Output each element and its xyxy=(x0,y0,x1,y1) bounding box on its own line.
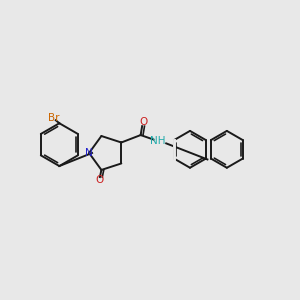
Text: O: O xyxy=(96,175,104,185)
Text: O: O xyxy=(140,117,148,127)
Text: N: N xyxy=(85,148,93,158)
Text: NH: NH xyxy=(150,136,166,146)
Text: Br: Br xyxy=(48,113,60,123)
